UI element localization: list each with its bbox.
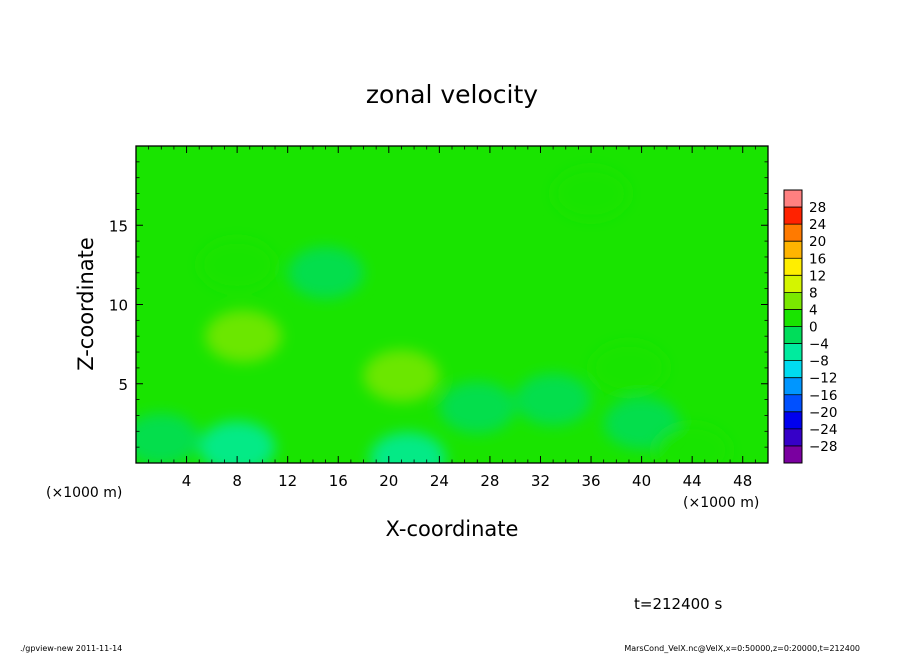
x-unit-label-right: (×1000 m) xyxy=(683,495,759,511)
field-feature-1 xyxy=(199,238,276,291)
colorbar-segment xyxy=(784,411,802,430)
colorbar-label: 28 xyxy=(809,200,826,216)
colorbar-label: 20 xyxy=(809,234,826,250)
y-axis-label: Z-coordinate xyxy=(74,237,98,371)
colorbar-label: −12 xyxy=(809,371,838,387)
contour-field xyxy=(136,167,731,463)
x-tick-label: 28 xyxy=(480,472,499,490)
colorbar-segment xyxy=(784,190,802,208)
x-axis-ticks: 4 8 12 16 20 24 28 32 36 40 44 48 xyxy=(148,146,756,490)
chart-title: zonal velocity xyxy=(366,80,538,109)
colorbar-segment xyxy=(784,292,802,310)
colorbar-segment xyxy=(784,275,802,293)
y-tick-label: 15 xyxy=(109,217,128,235)
x-tick-label: 40 xyxy=(632,472,651,490)
colorbar-segment xyxy=(784,360,802,378)
x-tick-label: 36 xyxy=(581,472,600,490)
colorbar-label: 0 xyxy=(809,320,818,336)
colorbar-segment xyxy=(784,309,802,327)
colorbar-label: −8 xyxy=(809,354,829,370)
colorbar-segment xyxy=(784,377,802,396)
colorbar-label: 4 xyxy=(809,302,818,318)
field-feature-6 xyxy=(515,373,592,426)
colorbar-segment xyxy=(784,445,802,464)
colorbar-label: −28 xyxy=(809,439,838,455)
colorbar-label: 12 xyxy=(809,268,826,284)
colorbar-segment xyxy=(784,207,802,225)
x-tick-label: 24 xyxy=(430,472,449,490)
colorbar-label: −24 xyxy=(809,422,838,438)
colorbar-segment xyxy=(784,241,802,259)
footer-program: ./gpview-new 2011-11-14 xyxy=(20,644,122,653)
x-tick-label: 32 xyxy=(531,472,550,490)
y-axis-ticks: 5 10 15 xyxy=(109,161,768,448)
field-feature-3 xyxy=(199,421,276,463)
colorbar-label: 24 xyxy=(809,217,826,233)
colorbar-segment xyxy=(784,394,802,413)
field-feature-8 xyxy=(654,424,731,463)
x-tick-label: 16 xyxy=(329,472,348,490)
y-tick-label: 5 xyxy=(118,376,128,394)
time-label: t=212400 s xyxy=(634,595,722,613)
x-tick-label: 44 xyxy=(683,472,702,490)
colorbar-segment xyxy=(784,326,802,344)
x-tick-label: 20 xyxy=(379,472,398,490)
x-axis-label: X-coordinate xyxy=(386,517,519,541)
colorbar-label: −16 xyxy=(809,388,838,404)
y-tick-label: 10 xyxy=(109,297,128,315)
colorbar-segment xyxy=(784,343,802,361)
field-feature-12 xyxy=(553,167,630,220)
field-feature-11 xyxy=(287,246,364,299)
field-feature-9 xyxy=(590,341,667,394)
field-feature-2 xyxy=(363,349,440,402)
colorbar-label: −20 xyxy=(809,405,838,421)
colorbar-label: 8 xyxy=(809,285,818,301)
colorbar-segment xyxy=(784,258,802,276)
colorbar-segment xyxy=(784,224,802,242)
field-feature-4 xyxy=(369,432,446,463)
x-unit-label-left: (×1000 m) xyxy=(46,485,122,501)
colorbar-label: −4 xyxy=(809,337,829,353)
colorbar-segment xyxy=(784,428,802,447)
field-feature-0 xyxy=(205,310,282,363)
x-tick-label: 48 xyxy=(733,472,752,490)
field-feature-5 xyxy=(439,381,516,434)
x-tick-label: 12 xyxy=(278,472,297,490)
footer-source: MarsCond_VelX.nc@VelX,x=0:50000,z=0:2000… xyxy=(624,644,860,653)
field-feature-10 xyxy=(136,413,200,463)
colorbar-label: 16 xyxy=(809,251,826,267)
x-tick-label: 8 xyxy=(232,472,242,490)
x-tick-label: 4 xyxy=(182,472,192,490)
